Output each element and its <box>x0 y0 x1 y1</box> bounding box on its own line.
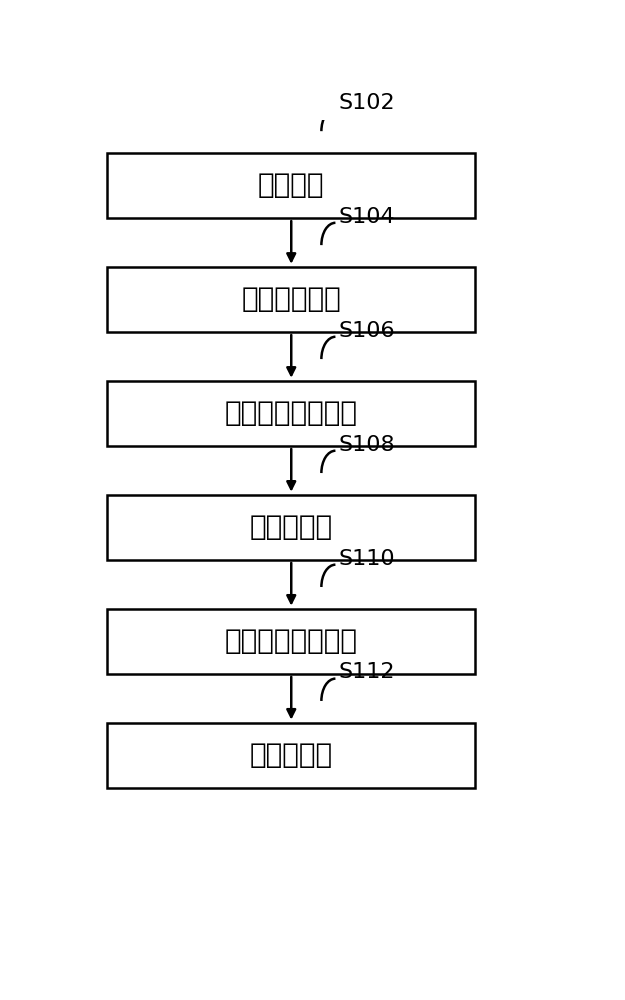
Text: 形成字线导电薄膜: 形成字线导电薄膜 <box>225 399 358 427</box>
Text: 形成光刻胶: 形成光刻胶 <box>250 513 332 541</box>
Text: 获取衬底: 获取衬底 <box>258 171 324 199</box>
Bar <box>107 495 476 560</box>
Bar <box>107 267 476 332</box>
Bar <box>107 723 476 788</box>
Text: S106: S106 <box>338 321 395 341</box>
Text: S108: S108 <box>338 435 395 455</box>
Text: S104: S104 <box>338 207 395 227</box>
Text: 形成字线导电结构: 形成字线导电结构 <box>225 627 358 655</box>
Text: 去除光刻胶: 去除光刻胶 <box>250 741 332 769</box>
Bar <box>107 153 476 218</box>
Text: S112: S112 <box>338 662 395 682</box>
Text: S102: S102 <box>338 93 395 113</box>
Bar <box>107 381 476 446</box>
Text: S110: S110 <box>338 549 395 569</box>
Text: 形成字线沟槽: 形成字线沟槽 <box>241 285 341 313</box>
Bar <box>107 609 476 674</box>
